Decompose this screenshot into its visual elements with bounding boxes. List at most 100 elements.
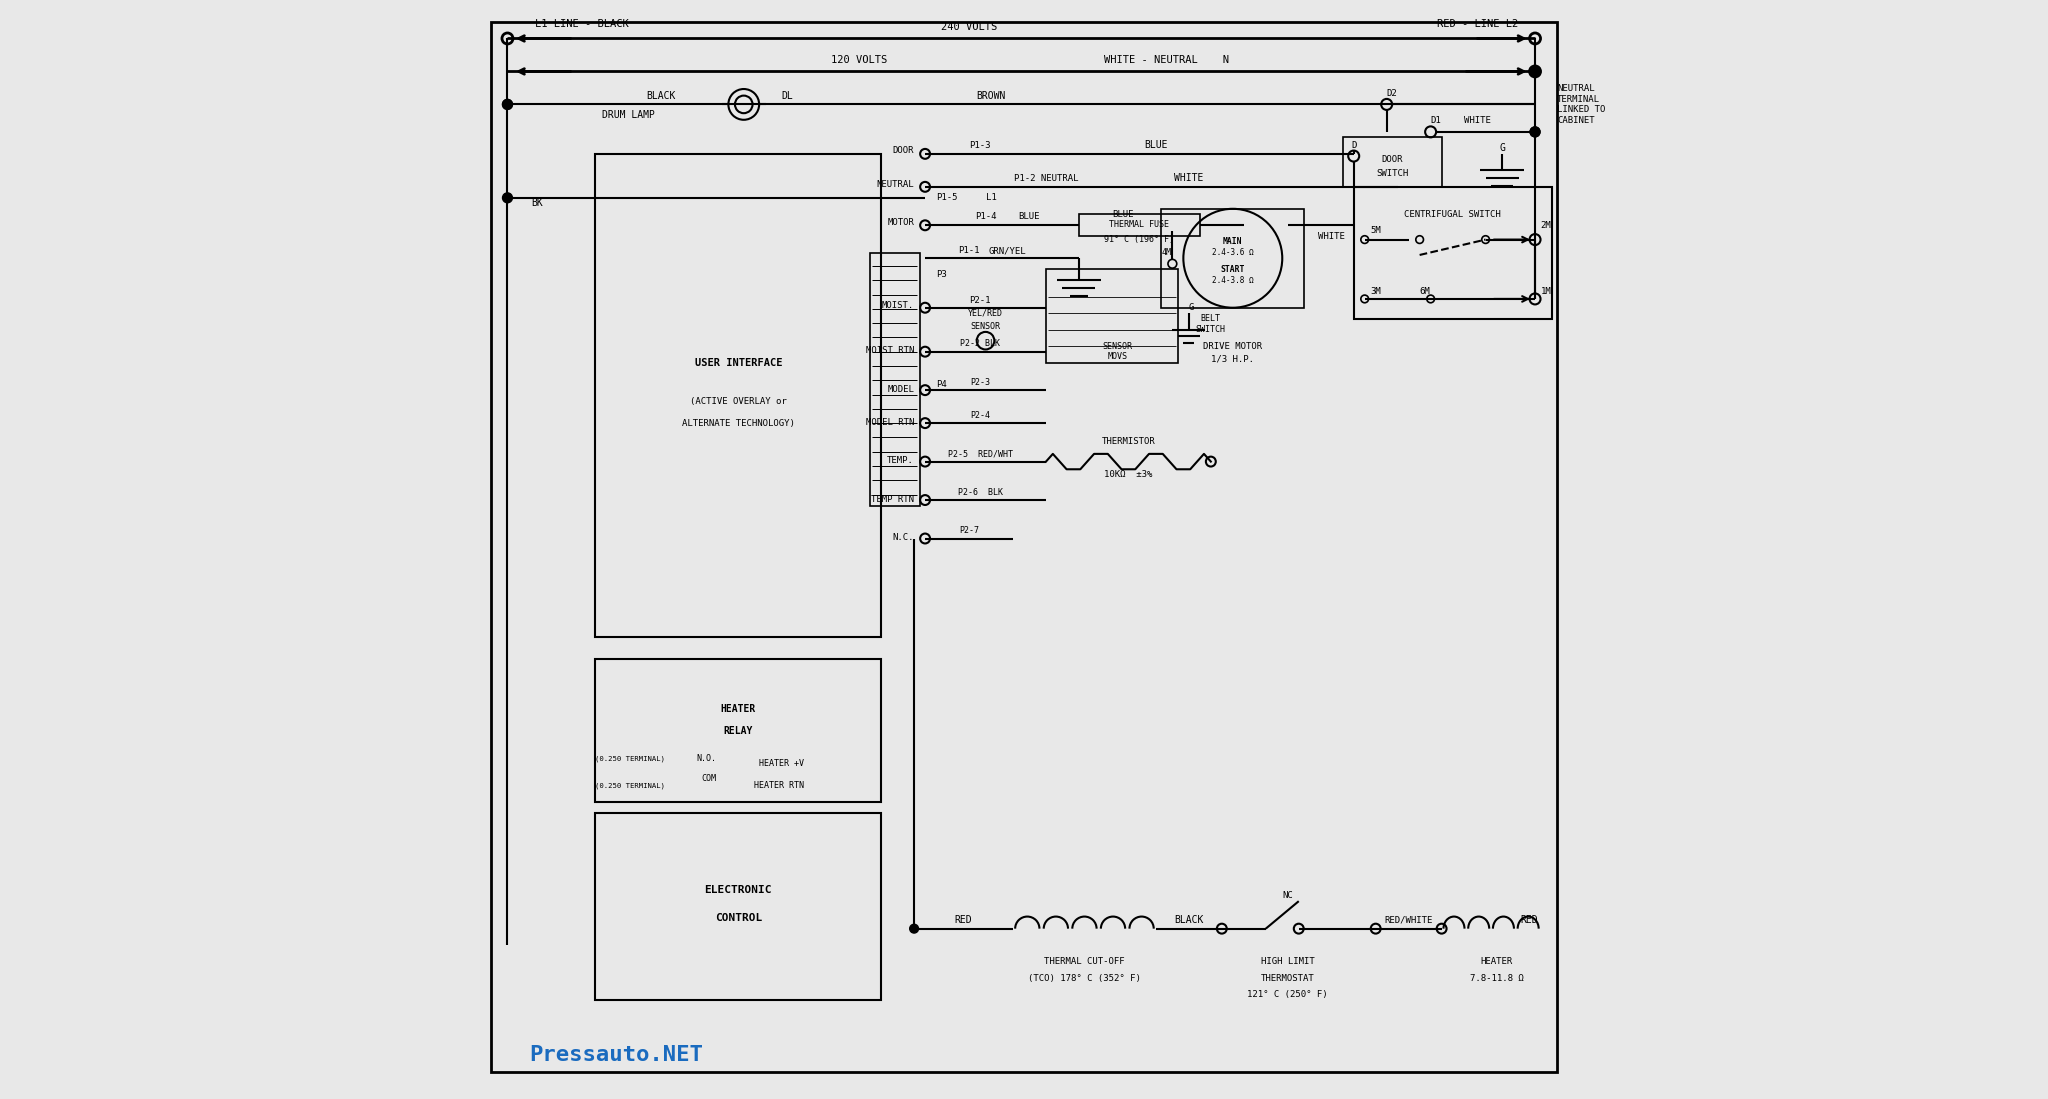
Text: N.C.: N.C. — [893, 533, 913, 542]
Text: RED/WHITE: RED/WHITE — [1384, 915, 1434, 924]
Text: NEUTRAL: NEUTRAL — [877, 180, 913, 189]
Text: SWITCH: SWITCH — [1376, 169, 1409, 178]
Text: N.O.: N.O. — [696, 754, 717, 763]
Text: D2: D2 — [1386, 89, 1397, 98]
Text: 5M: 5M — [1370, 226, 1380, 235]
Text: P1-3: P1-3 — [969, 141, 991, 149]
Text: P4: P4 — [936, 380, 946, 389]
Text: 240 VOLTS: 240 VOLTS — [940, 22, 997, 33]
Text: RED - LINE L2: RED - LINE L2 — [1438, 19, 1518, 30]
Text: CENTRIFUGAL SWITCH: CENTRIFUGAL SWITCH — [1405, 210, 1501, 219]
Text: 2M: 2M — [1540, 221, 1550, 230]
Text: BELT: BELT — [1200, 314, 1221, 323]
Text: 91° C (196° F): 91° C (196° F) — [1104, 235, 1174, 244]
Text: WHITE - NEUTRAL    N: WHITE - NEUTRAL N — [1104, 55, 1229, 66]
Text: NEUTRAL
TERMINAL
LINKED TO
CABINET: NEUTRAL TERMINAL LINKED TO CABINET — [1556, 85, 1606, 124]
Bar — [1079, 214, 1200, 236]
Text: START: START — [1221, 265, 1245, 274]
Text: P1-1: P1-1 — [958, 246, 979, 255]
Text: ELECTRONIC: ELECTRONIC — [705, 885, 772, 896]
Text: 120 VOLTS: 120 VOLTS — [831, 55, 887, 66]
Text: DRIVE MOTOR: DRIVE MOTOR — [1204, 342, 1262, 351]
Text: 7.8-11.8 Ω: 7.8-11.8 Ω — [1470, 974, 1524, 983]
Text: MOTOR: MOTOR — [887, 218, 913, 226]
Text: THERMOSTAT: THERMOSTAT — [1262, 974, 1315, 983]
Text: USER INTERFACE: USER INTERFACE — [694, 357, 782, 368]
Bar — [1047, 269, 1178, 363]
Bar — [1354, 187, 1552, 319]
Text: BLUE: BLUE — [1112, 210, 1135, 219]
Text: HEATER +V: HEATER +V — [760, 759, 805, 768]
Text: GRN/YEL: GRN/YEL — [989, 246, 1026, 255]
Circle shape — [502, 99, 512, 110]
Text: BLUE: BLUE — [1145, 140, 1167, 151]
Text: BLACK: BLACK — [1174, 914, 1204, 925]
Text: 1/3 H.P.: 1/3 H.P. — [1210, 355, 1253, 364]
Text: HIGH LIMIT: HIGH LIMIT — [1262, 957, 1315, 966]
Text: P2-6  BLK: P2-6 BLK — [958, 488, 1004, 497]
Text: HEATER RTN: HEATER RTN — [754, 781, 805, 790]
Text: L1: L1 — [985, 193, 995, 202]
Text: DOOR: DOOR — [893, 146, 913, 155]
Text: BLACK: BLACK — [647, 90, 676, 101]
Text: BK: BK — [532, 198, 543, 209]
Bar — [596, 813, 881, 1000]
Circle shape — [909, 924, 918, 933]
Text: P1-4: P1-4 — [975, 212, 995, 221]
Text: P2-7: P2-7 — [958, 526, 979, 535]
Text: SENSOR: SENSOR — [971, 322, 1001, 331]
Text: P2-3: P2-3 — [971, 378, 989, 387]
Text: MAIN: MAIN — [1223, 237, 1243, 246]
Text: (TCO) 178° C (352° F): (TCO) 178° C (352° F) — [1028, 974, 1141, 983]
Text: WHITE: WHITE — [1174, 173, 1204, 184]
Text: P1-2 NEUTRAL: P1-2 NEUTRAL — [1014, 174, 1077, 182]
Text: DRUM LAMP: DRUM LAMP — [602, 110, 655, 121]
Text: TEMP.: TEMP. — [887, 456, 913, 465]
Text: (0.250 TERMINAL): (0.250 TERMINAL) — [596, 755, 666, 762]
Text: THERMAL FUSE: THERMAL FUSE — [1110, 220, 1169, 229]
Circle shape — [1530, 126, 1540, 137]
Text: 2.4-3.8 Ω: 2.4-3.8 Ω — [1212, 276, 1253, 285]
Text: 6M: 6M — [1419, 287, 1430, 296]
Text: THERMISTOR: THERMISTOR — [1102, 437, 1155, 446]
Text: MODEL: MODEL — [887, 385, 913, 393]
Text: (0.250 TERMINAL): (0.250 TERMINAL) — [596, 782, 666, 789]
Text: HEATER: HEATER — [1481, 957, 1513, 966]
Text: WHITE: WHITE — [1319, 232, 1346, 241]
Text: BLUE: BLUE — [1018, 212, 1040, 221]
Text: DL: DL — [782, 90, 793, 101]
Text: 1M: 1M — [1540, 287, 1550, 296]
Bar — [596, 154, 881, 637]
Text: (ACTIVE OVERLAY or: (ACTIVE OVERLAY or — [690, 397, 786, 406]
Bar — [596, 659, 881, 802]
Text: G: G — [1188, 303, 1194, 312]
Text: RED: RED — [954, 914, 973, 925]
Text: D1: D1 — [1432, 116, 1442, 125]
Text: P2-2 BLK: P2-2 BLK — [961, 340, 999, 348]
Text: G: G — [1499, 143, 1505, 154]
Text: RELAY: RELAY — [723, 725, 754, 736]
Text: BROWN: BROWN — [977, 90, 1006, 101]
Text: D: D — [1352, 141, 1356, 149]
Text: YEL/RED: YEL/RED — [969, 309, 1004, 318]
Text: HEATER: HEATER — [721, 703, 756, 714]
Text: P3: P3 — [936, 270, 946, 279]
Text: 2.4-3.6 Ω: 2.4-3.6 Ω — [1212, 248, 1253, 257]
Text: P2-4: P2-4 — [971, 411, 989, 420]
Text: 4M: 4M — [1161, 248, 1171, 257]
Text: MOIST.: MOIST. — [883, 301, 913, 310]
Circle shape — [1530, 66, 1540, 77]
Text: 10KΩ  ±3%: 10KΩ ±3% — [1104, 470, 1153, 479]
Text: P1-5: P1-5 — [936, 193, 958, 202]
Text: P2-1: P2-1 — [969, 296, 991, 304]
Text: P2-5  RED/WHT: P2-5 RED/WHT — [948, 449, 1012, 458]
Text: COM: COM — [700, 774, 717, 782]
Text: 121° C (250° F): 121° C (250° F) — [1247, 990, 1327, 999]
Text: Pressauto.NET: Pressauto.NET — [530, 1045, 702, 1065]
Text: TEMP RTN: TEMP RTN — [870, 495, 913, 503]
Text: DOOR: DOOR — [1382, 155, 1403, 164]
Text: THERMAL CUT-OFF: THERMAL CUT-OFF — [1044, 957, 1124, 966]
Bar — [1343, 137, 1442, 187]
Text: MOIST RTN: MOIST RTN — [866, 346, 913, 355]
Bar — [1161, 209, 1305, 308]
